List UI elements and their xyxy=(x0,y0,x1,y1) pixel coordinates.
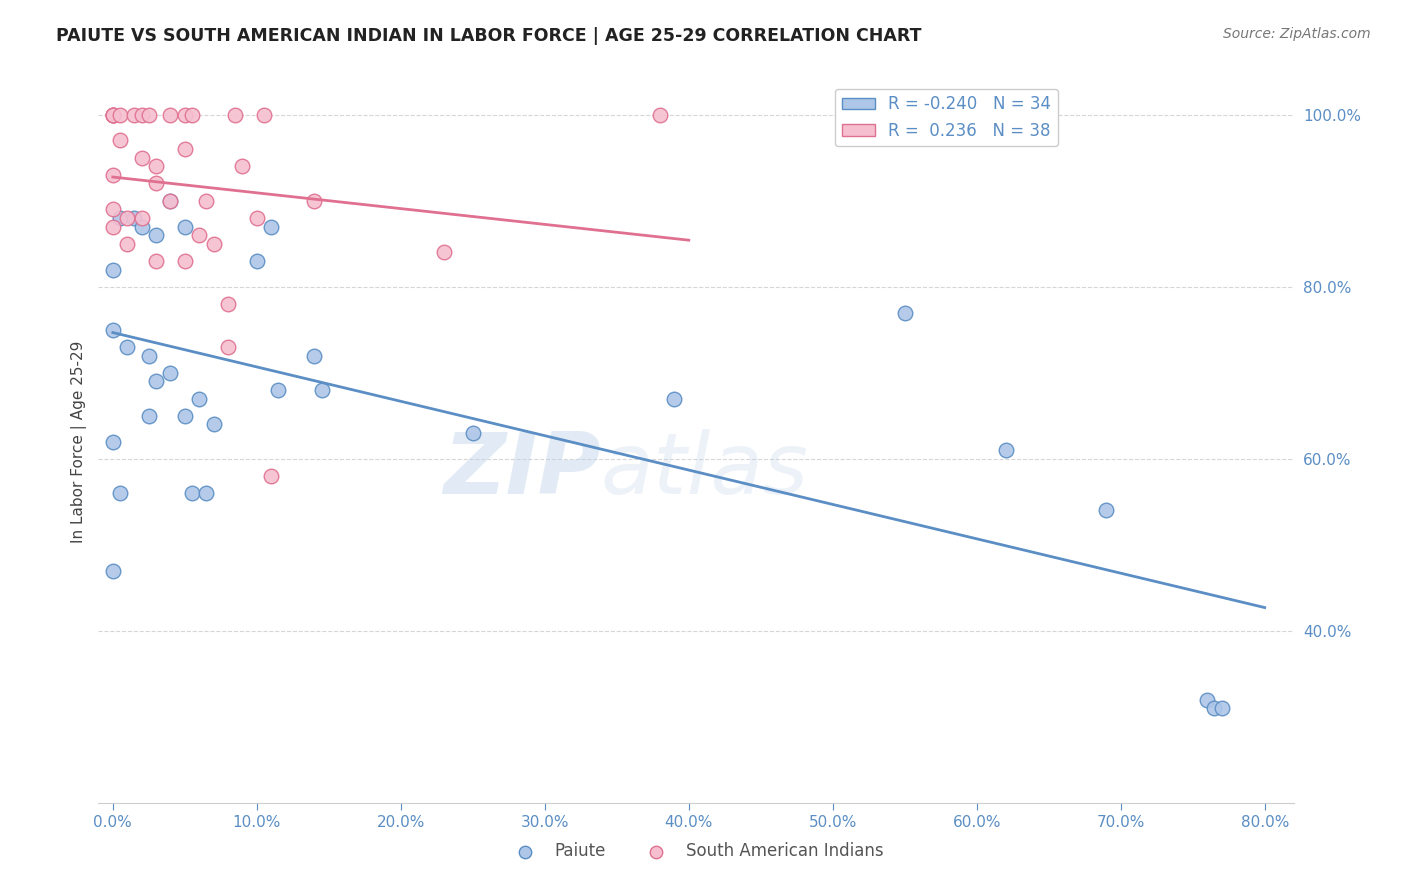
Point xyxy=(664,392,686,406)
Point xyxy=(224,108,246,122)
Point xyxy=(159,108,181,122)
Point xyxy=(115,340,138,354)
Point xyxy=(131,151,153,165)
Point xyxy=(108,486,131,500)
Point xyxy=(181,486,204,500)
Point xyxy=(145,159,167,173)
Point xyxy=(304,349,326,363)
Point xyxy=(101,108,124,122)
Point xyxy=(108,211,131,225)
Point xyxy=(145,375,167,389)
Point xyxy=(101,323,124,337)
Point xyxy=(202,236,225,251)
Point xyxy=(260,219,283,234)
Point xyxy=(159,366,181,380)
Point xyxy=(260,469,283,483)
Point xyxy=(159,194,181,208)
Point xyxy=(101,219,124,234)
Point xyxy=(195,194,218,208)
Point xyxy=(217,340,239,354)
Point xyxy=(246,211,269,225)
Point xyxy=(231,159,253,173)
Point xyxy=(1204,701,1226,715)
Legend: Paiute, South American Indians: Paiute, South American Indians xyxy=(502,836,890,867)
Point xyxy=(145,177,167,191)
Point xyxy=(138,349,160,363)
Point xyxy=(101,108,124,122)
Point xyxy=(195,486,218,500)
Point xyxy=(145,228,167,243)
Point xyxy=(893,305,915,319)
Point xyxy=(433,245,456,260)
Point xyxy=(304,194,326,208)
Point xyxy=(138,108,160,122)
Point xyxy=(101,434,124,449)
Text: Source: ZipAtlas.com: Source: ZipAtlas.com xyxy=(1223,27,1371,41)
Point xyxy=(124,108,146,122)
Point xyxy=(101,108,124,122)
Point xyxy=(115,211,138,225)
Point xyxy=(131,108,153,122)
Point xyxy=(173,108,195,122)
Point xyxy=(131,219,153,234)
Point xyxy=(311,383,333,397)
Point xyxy=(181,108,204,122)
Point xyxy=(267,383,290,397)
Point xyxy=(461,425,484,440)
Point xyxy=(131,211,153,225)
Point xyxy=(246,254,269,268)
Text: atlas: atlas xyxy=(600,429,808,512)
Point xyxy=(145,254,167,268)
Point xyxy=(101,168,124,182)
Point xyxy=(108,108,131,122)
Point xyxy=(188,392,211,406)
Point xyxy=(173,409,195,423)
Point xyxy=(115,236,138,251)
Point xyxy=(648,108,671,122)
Point xyxy=(188,228,211,243)
Point xyxy=(994,443,1017,458)
Point xyxy=(1211,701,1233,715)
Point xyxy=(173,254,195,268)
Point xyxy=(1095,503,1118,517)
Point xyxy=(173,219,195,234)
Point xyxy=(159,194,181,208)
Point xyxy=(101,202,124,217)
Point xyxy=(101,564,124,578)
Text: PAIUTE VS SOUTH AMERICAN INDIAN IN LABOR FORCE | AGE 25-29 CORRELATION CHART: PAIUTE VS SOUTH AMERICAN INDIAN IN LABOR… xyxy=(56,27,922,45)
Y-axis label: In Labor Force | Age 25-29: In Labor Force | Age 25-29 xyxy=(72,341,87,542)
Point xyxy=(101,262,124,277)
Point xyxy=(138,409,160,423)
Point xyxy=(124,211,146,225)
Point xyxy=(253,108,276,122)
Text: ZIP: ZIP xyxy=(443,429,600,512)
Point xyxy=(202,417,225,432)
Point xyxy=(217,297,239,311)
Point xyxy=(173,142,195,156)
Point xyxy=(1197,692,1219,706)
Point xyxy=(101,108,124,122)
Point xyxy=(108,133,131,147)
